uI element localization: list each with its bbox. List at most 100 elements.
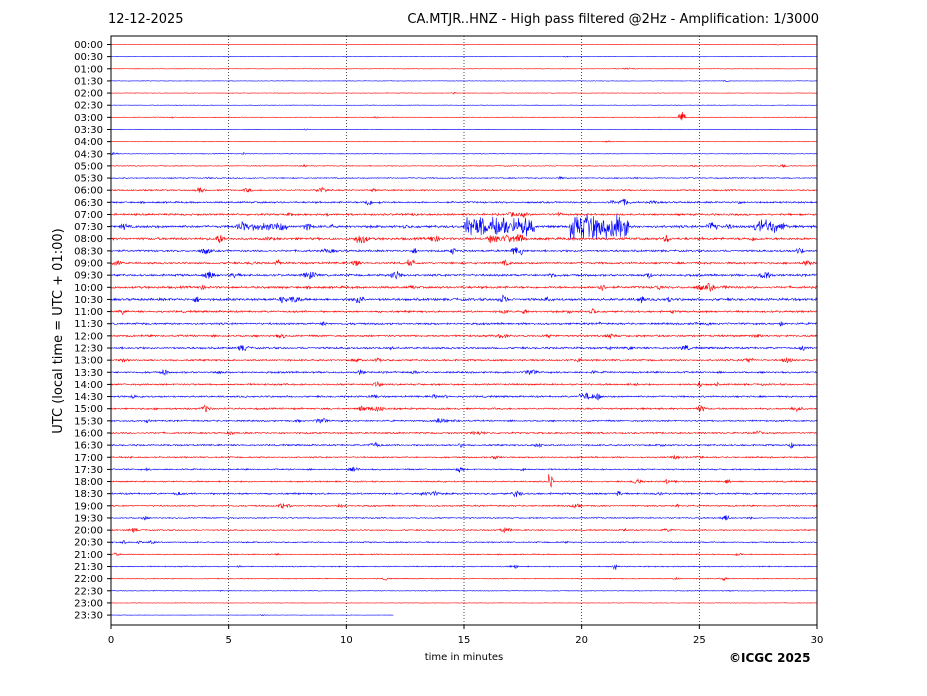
y-tick-label: 19:30	[74, 513, 103, 524]
y-tick-label: 06:00	[74, 186, 103, 197]
y-tick-label: 23:00	[74, 598, 103, 609]
trace-row	[110, 539, 818, 545]
y-tick-label: 04:30	[74, 149, 103, 160]
y-tick-label: 10:00	[74, 283, 103, 294]
y-tick-label: 23:30	[74, 611, 103, 622]
y-tick-label: 00:00	[74, 40, 103, 51]
x-tick-label: 15	[458, 635, 471, 646]
y-tick-label: 18:30	[74, 489, 103, 500]
trace-row	[110, 140, 818, 143]
y-tick-label: 12:00	[74, 331, 103, 342]
y-tick-label: 13:00	[74, 356, 103, 367]
y-tick-label: 21:00	[74, 550, 103, 561]
trace-row	[110, 527, 818, 534]
trace-row	[110, 91, 818, 95]
trace-row	[110, 613, 394, 616]
date-label: 12-12-2025	[108, 12, 184, 27]
trace-row	[110, 418, 818, 424]
x-tick-label: 10	[340, 635, 353, 646]
trace-row	[110, 552, 818, 557]
y-tick-label: 20:00	[74, 526, 103, 537]
y-tick-label: 06:30	[74, 198, 103, 209]
trace-row	[110, 357, 818, 363]
trace-row	[110, 213, 818, 241]
y-tick-label: 08:30	[74, 246, 103, 257]
y-axis-label: UTC (local time = UTC + 01:00)	[51, 228, 66, 433]
trace-row	[110, 320, 818, 327]
y-tick-label: 17:00	[74, 453, 103, 464]
trace-row	[110, 104, 818, 107]
y-tick-label: 18:00	[74, 477, 103, 488]
x-tick-label: 5	[225, 635, 231, 646]
trace-row	[110, 271, 818, 280]
y-tick-label: 07:00	[74, 210, 103, 221]
y-tick-label: 01:30	[74, 76, 103, 87]
y-tick-label: 11:00	[74, 307, 103, 318]
trace-row	[110, 344, 818, 352]
trace-row	[110, 55, 818, 58]
trace-row	[110, 369, 818, 376]
y-tick-label: 03:00	[74, 113, 103, 124]
trace-row	[110, 333, 818, 339]
y-tick-label: 22:30	[74, 586, 103, 597]
y-tick-label: 15:30	[74, 416, 103, 427]
trace-row	[110, 381, 818, 388]
trace-row	[110, 430, 818, 436]
y-tick-label: 10:30	[74, 295, 103, 306]
traces	[110, 43, 818, 616]
chart-title: CA.MTJR..HNZ - High pass filtered @2Hz -…	[407, 12, 819, 27]
trace-row	[110, 67, 818, 70]
trace-row	[110, 186, 818, 194]
y-tick-label: 16:00	[74, 428, 103, 439]
y-tick-label: 16:30	[74, 441, 103, 452]
trace-row	[110, 503, 818, 510]
x-tick-label: 30	[811, 635, 824, 646]
trace-row	[110, 43, 818, 46]
y-tick-label: 15:00	[74, 404, 103, 415]
y-tick-label: 07:30	[74, 222, 103, 233]
x-axis-label: time in minutes	[425, 652, 504, 663]
trace-row	[110, 152, 818, 156]
trace-row	[110, 392, 818, 401]
y-tick-label: 17:30	[74, 465, 103, 476]
trace-row	[110, 441, 818, 449]
trace-row	[110, 514, 818, 521]
y-tick-label: 21:30	[74, 562, 103, 573]
x-tick-label: 25	[693, 635, 706, 646]
y-tick-label: 09:00	[74, 259, 103, 270]
x-tick-label: 20	[575, 635, 588, 646]
y-tick-label: 08:00	[74, 234, 103, 245]
trace-row	[110, 490, 817, 498]
y-tick-label: 22:00	[74, 574, 103, 585]
y-tick-label: 05:30	[74, 174, 103, 185]
trace-row	[111, 128, 818, 131]
trace-row	[110, 163, 818, 168]
trace-row	[110, 259, 818, 267]
trace-row	[110, 175, 818, 180]
trace-row	[110, 211, 818, 218]
x-axis: 0 5 10 15 20 25 30	[108, 625, 824, 646]
y-tick-label: 20:30	[74, 538, 103, 549]
trace-row	[110, 589, 818, 593]
trace-row	[110, 111, 818, 121]
trace-row	[110, 247, 818, 256]
trace-row	[110, 282, 818, 292]
trace-row	[110, 466, 818, 473]
y-tick-label: 00:30	[74, 52, 103, 63]
y-tick-label: 02:00	[74, 89, 103, 100]
grid-lines	[228, 36, 700, 625]
trace-row	[110, 602, 818, 604]
trace-row	[110, 576, 818, 582]
y-tick-label: 13:30	[74, 368, 103, 379]
y-tick-label: 11:30	[74, 319, 103, 330]
trace-row	[110, 234, 818, 244]
trace-row	[110, 474, 818, 488]
y-tick-label: 14:30	[74, 392, 103, 403]
trace-row	[110, 198, 818, 206]
trace-row	[110, 455, 818, 460]
trace-row	[110, 404, 818, 413]
y-tick-label: 02:30	[74, 101, 103, 112]
trace-row	[110, 564, 818, 570]
